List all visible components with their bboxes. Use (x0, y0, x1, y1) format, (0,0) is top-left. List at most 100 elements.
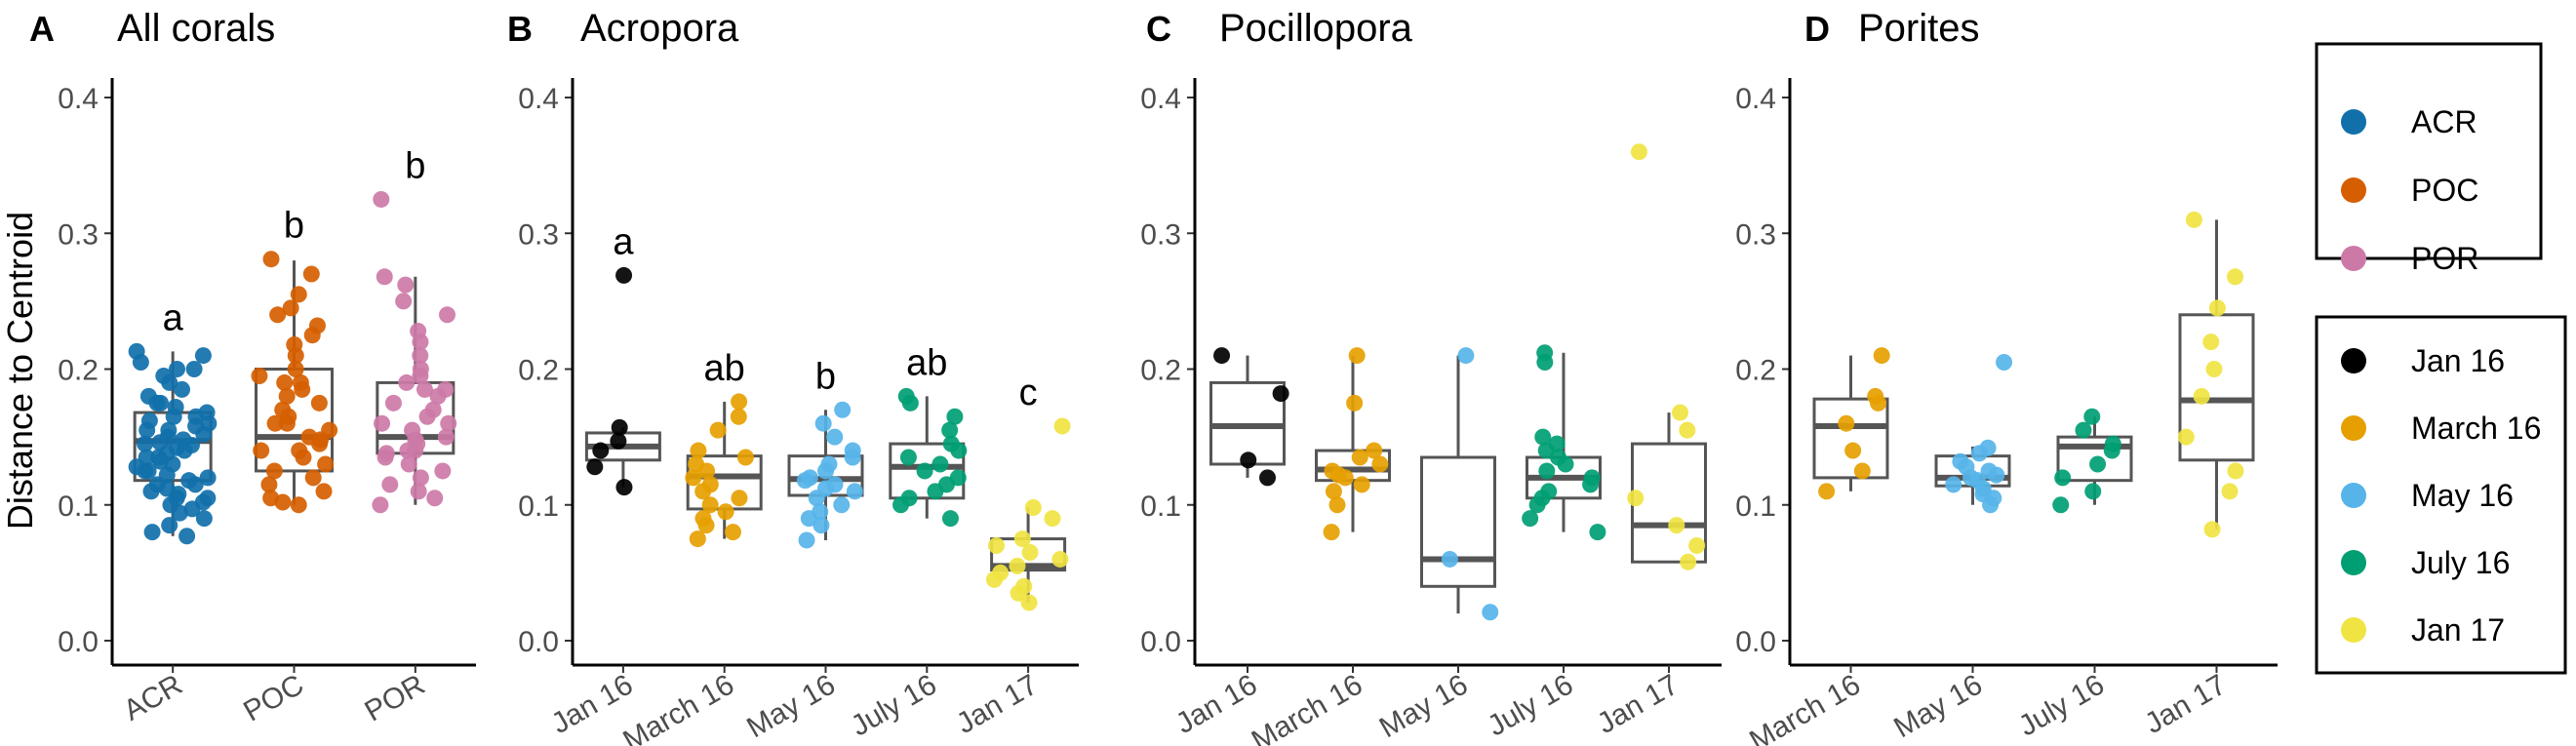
panel-letter: A (29, 9, 55, 49)
legend-coral-type: ACR POC POR (2315, 42, 2543, 276)
legend-swatch (2341, 617, 2366, 643)
legend-swatch (2341, 550, 2366, 575)
data-point (814, 414, 832, 432)
x-tick-label: POR (360, 668, 431, 727)
data-point (416, 380, 433, 398)
data-point (1945, 476, 1962, 493)
x-tick-label: May 16 (1374, 668, 1474, 744)
data-point (1534, 428, 1552, 446)
data-point (398, 373, 416, 391)
significance-letter: ab (704, 348, 745, 389)
data-point (1589, 524, 1606, 541)
data-point (2221, 483, 2239, 500)
box (889, 442, 966, 500)
x-tick-label: March 16 (617, 668, 739, 746)
data-point (1024, 499, 1042, 517)
legend-swatch (2341, 246, 2366, 271)
data-point (395, 293, 413, 310)
y-tick-label: 0.1 (518, 491, 559, 523)
data-point (2227, 462, 2244, 480)
data-point (731, 490, 748, 507)
legend-label: May 16 (2411, 478, 2514, 513)
y-tick-label: 0.4 (518, 83, 559, 115)
data-point (412, 347, 429, 365)
y-tick-label: 0.1 (1735, 491, 1776, 523)
data-point (1996, 354, 2013, 372)
data-point (1457, 347, 1475, 365)
data-point (412, 469, 429, 487)
data-point (941, 510, 959, 528)
data-point (1630, 143, 1647, 161)
data-point (195, 510, 213, 528)
y-tick-label: 0.3 (518, 218, 559, 251)
data-point (171, 504, 188, 522)
legend-box (2315, 42, 2543, 260)
x-tick-label: July 16 (846, 668, 942, 742)
data-point (1838, 414, 1855, 432)
data-point (2202, 334, 2220, 351)
data-point (1970, 445, 1988, 462)
data-point (142, 483, 160, 500)
data-point (1582, 476, 1600, 493)
data-point (137, 435, 154, 452)
data-point (2203, 521, 2221, 538)
data-point (397, 276, 415, 294)
data-point (985, 570, 1003, 588)
y-tick-label: 0.4 (1735, 83, 1776, 115)
data-point (1853, 462, 1871, 480)
data-point (143, 524, 161, 541)
x-tick-label: POC (238, 668, 309, 727)
y-tick-label: 0.0 (58, 626, 99, 658)
data-point (812, 517, 830, 534)
y-tick-label: 0.2 (518, 355, 559, 387)
y-tick-label: 0.4 (58, 83, 99, 115)
significance-letter: a (613, 221, 634, 262)
data-point (817, 462, 835, 480)
legend-swatch (2341, 109, 2366, 135)
data-point (262, 251, 280, 268)
data-point (1528, 496, 1546, 514)
legend-swatch (2341, 483, 2366, 508)
panel-letter: D (1804, 9, 1830, 49)
y-tick-label: 0.3 (1735, 218, 1776, 251)
data-point (2205, 361, 2223, 377)
data-point (1536, 354, 1554, 372)
y-tick-label: 0.0 (1735, 626, 1776, 658)
data-point (1053, 417, 1071, 435)
data-point (1013, 530, 1031, 548)
legend-swatch (2341, 348, 2366, 373)
x-tick-label: Jan 17 (2139, 668, 2232, 740)
significance-letter: a (163, 297, 184, 338)
data-point (1870, 394, 1887, 412)
data-point (901, 394, 919, 412)
data-point (426, 490, 444, 507)
data-point (418, 408, 436, 425)
data-point (690, 442, 707, 459)
data-point (302, 265, 320, 283)
data-point (1627, 490, 1645, 507)
data-point (826, 428, 844, 446)
box (1420, 455, 1496, 588)
data-point (253, 442, 270, 459)
data-point (950, 442, 968, 459)
y-tick-label: 0.1 (58, 491, 99, 523)
data-point (2185, 211, 2202, 228)
panel-title: Acropora (580, 7, 739, 50)
data-point (440, 414, 457, 432)
data-point (1346, 394, 1364, 412)
data-point (1982, 496, 2000, 514)
data-point (988, 537, 1006, 555)
data-point (800, 510, 817, 528)
legend-label: ACR (2411, 104, 2477, 139)
data-point (287, 347, 304, 365)
data-point (278, 387, 296, 405)
data-point (251, 367, 268, 384)
data-point (592, 442, 610, 459)
data-point (291, 442, 308, 459)
significance-letter: ab (906, 342, 947, 383)
data-point (260, 476, 278, 493)
data-point (697, 517, 715, 534)
data-point (1818, 483, 1836, 500)
